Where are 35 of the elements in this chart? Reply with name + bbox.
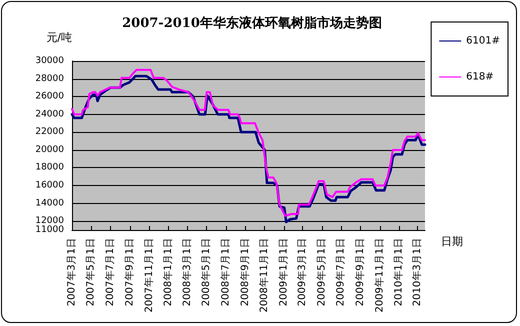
x-tick-label: 2007年3月1日 [66,238,78,306]
x-tick-label: 2007年5月1日 [84,238,97,306]
x-tick-label: 2007年7月1日 [104,238,116,306]
y-tick-label: 18000 [35,162,64,173]
y-tick-label: 24000 [35,109,64,120]
x-tick-label: 2007年11月1日 [142,238,155,313]
x-tick-label: 2009年11月1日 [373,238,386,313]
y-tick-label: 11000 [35,225,64,235]
x-tick-label: 2008年5月1日 [200,238,212,306]
x-tick-label: 2009年9月1日 [354,238,366,306]
x-tick-label: 2008年11月1日 [258,238,270,313]
y-tick-label: 26000 [35,92,64,102]
x-tick-label: 2007年9月1日 [124,238,136,306]
y-axis-title: 元/吨 [46,31,72,44]
x-tick-label: 2008年1月1日 [162,238,174,306]
x-tick-label: 2008年9月1日 [239,238,252,306]
y-tick-label: 16000 [35,180,64,191]
x-tick-label: 2009年1月1日 [277,238,290,306]
x-tick-label: 2008年7月1日 [219,238,232,306]
y-tick-label: 14000 [35,198,64,208]
x-tick-label: 2009年7月1日 [334,238,347,306]
legend-label: 6101# [466,36,500,46]
x-tick-label: 2010年3月1日 [411,238,424,306]
x-axis-title: 日期 [441,235,463,248]
chart-title: 2007-2010年华东液体环氧树脂市场走势图 [122,15,382,31]
y-tick-label: 28000 [35,74,64,84]
legend-label: 618# [466,72,494,82]
y-tick-label: 12000 [35,216,64,226]
x-tick-label: 2010年1月1日 [392,238,405,306]
x-tick-label: 2008年3月1日 [180,238,193,306]
y-tick-label: 30000 [35,56,64,66]
y-tick-label: 20000 [35,144,64,155]
x-tick-label: 2009年5月1日 [315,238,328,306]
x-tick-label: 2009年3月1日 [296,238,308,306]
y-tick-label: 22000 [35,127,64,138]
